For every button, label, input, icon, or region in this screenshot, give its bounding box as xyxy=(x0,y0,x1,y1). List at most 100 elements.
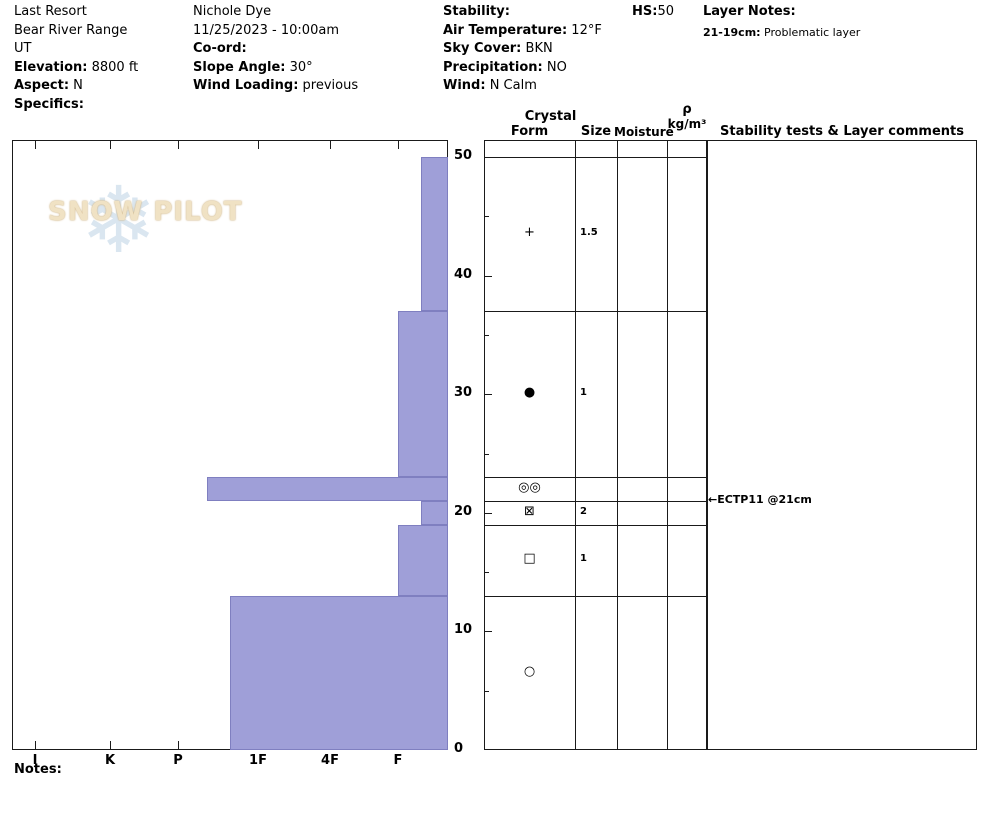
aspect-label: Aspect: xyxy=(14,78,70,93)
depth-tick xyxy=(485,394,492,395)
grain-form-symbol: ○ xyxy=(523,664,536,679)
aspect-value: N xyxy=(69,78,83,93)
grid-vline-size-moisture xyxy=(617,140,618,750)
crystal-grid-frame xyxy=(484,140,707,750)
snow-layer-bar xyxy=(421,157,448,311)
hardness-axis-label: P xyxy=(173,753,183,768)
layer-boundary-line xyxy=(484,525,707,526)
stability-label: Stability: xyxy=(443,4,510,19)
layer-note-depth: 21-19cm: xyxy=(703,25,761,39)
arrow-left-icon: ← xyxy=(708,493,718,506)
density-units-header: kg/m³ xyxy=(667,117,707,131)
grid-vline-moisture-density xyxy=(667,140,668,750)
hardness-tick-bottom xyxy=(178,741,179,749)
hardness-tick-top xyxy=(398,141,399,149)
hs-label: HS: xyxy=(632,4,658,19)
grain-form-symbol: + xyxy=(524,225,535,240)
wind-label: Wind: xyxy=(443,78,486,93)
snow-layer-bar xyxy=(421,501,448,525)
snow-layer-bar xyxy=(230,596,448,750)
hardness-tick-bottom xyxy=(110,741,111,749)
layer-note-text: Problematic layer xyxy=(760,25,861,39)
hardness-axis-label: I xyxy=(32,753,38,768)
depth-axis-label: 20 xyxy=(454,504,473,519)
size-column-header: Size xyxy=(580,124,612,139)
watermark-brand: SNOW PILOT xyxy=(48,197,243,227)
stability-test-annotation: ←ECTP11 @21cm xyxy=(708,493,812,506)
stability-test-label: ECTP11 @21cm xyxy=(717,493,812,506)
depth-tick xyxy=(485,631,492,632)
layer-notes-label: Layer Notes: xyxy=(703,4,796,19)
snowpilot-watermark: ❄ SNOW PILOT xyxy=(48,175,243,267)
snowflake-icon: ❄ xyxy=(80,167,158,274)
layer-boundary-line xyxy=(484,596,707,597)
hardness-tick-top xyxy=(330,141,331,149)
stability-column-header: Stability tests & Layer comments xyxy=(720,124,964,139)
depth-tick xyxy=(485,216,489,217)
notes-label: Notes: xyxy=(14,762,62,777)
depth-axis-label: 10 xyxy=(454,622,473,637)
crystal-column-header: Crystal xyxy=(524,109,577,124)
wind-value: N Calm xyxy=(485,78,537,93)
hs-block: HS:50 xyxy=(632,3,674,22)
snow-layer-bar xyxy=(207,477,448,501)
grid-vline-form-size xyxy=(575,140,576,750)
depth-tick xyxy=(485,691,489,692)
snow-layer-bar xyxy=(398,311,448,477)
depth-tick xyxy=(485,454,489,455)
grain-form-symbol: ◎◎ xyxy=(518,480,541,495)
grain-form-symbol: ⊠ xyxy=(524,504,535,519)
layer-boundary-line xyxy=(484,477,707,478)
hardness-axis-label: 4F xyxy=(321,753,339,768)
observer-info-block: Nichole Dye 11/25/2023 - 10:00am Co-ord:… xyxy=(193,3,358,96)
grain-form-symbol: ● xyxy=(523,385,536,400)
elevation-value: 8800 ft xyxy=(87,59,139,75)
elevation-label: Elevation: xyxy=(14,59,88,75)
hardness-tick-top xyxy=(178,141,179,149)
precip-value: NO xyxy=(542,59,567,75)
site-range: Bear River Range xyxy=(14,22,128,38)
grain-size-value: 1 xyxy=(580,553,587,564)
hardness-axis-label: 1F xyxy=(249,753,267,768)
layer-boundary-line xyxy=(484,157,707,158)
observer-name: Nichole Dye xyxy=(193,4,272,19)
slope-angle-label: Slope Angle: xyxy=(193,59,286,75)
depth-axis-label: 0 xyxy=(454,741,464,756)
density-symbol-header: ρ xyxy=(682,102,692,117)
depth-tick xyxy=(485,572,489,573)
site-state: UT xyxy=(14,41,32,56)
air-temp-label: Air Temperature: xyxy=(443,22,568,38)
grain-size-value: 1 xyxy=(580,387,587,398)
moisture-column-header: Moisture xyxy=(614,125,674,139)
hardness-tick-top xyxy=(258,141,259,149)
stability-frame xyxy=(707,140,977,750)
coord-label: Co-ord: xyxy=(193,41,247,56)
wind-loading-label: Wind Loading: xyxy=(193,78,299,93)
observation-datetime: 11/25/2023 - 10:00am xyxy=(193,22,339,38)
precip-label: Precipitation: xyxy=(443,59,543,75)
snow-layer-bar xyxy=(398,525,448,596)
site-name: Last Resort xyxy=(14,4,87,19)
depth-tick xyxy=(485,335,489,336)
layer-boundary-line xyxy=(484,311,707,312)
hardness-tick-bottom xyxy=(35,741,36,749)
layer-notes-block: Layer Notes: 21-19cm: Problematic layer xyxy=(703,3,860,40)
sky-cover-label: Sky Cover: xyxy=(443,41,522,56)
depth-axis-label: 40 xyxy=(454,267,473,282)
grain-size-value: 2 xyxy=(580,506,587,517)
depth-axis-label: 30 xyxy=(454,385,473,400)
depth-axis-label: 50 xyxy=(454,148,473,163)
hs-value: 50 xyxy=(657,4,674,19)
grain-form-symbol: □ xyxy=(523,551,536,566)
conditions-block: Stability: Air Temperature: 12°F Sky Cov… xyxy=(443,3,602,96)
depth-tick xyxy=(485,276,492,277)
form-column-header: Form xyxy=(510,124,549,139)
hardness-tick-top xyxy=(110,141,111,149)
depth-tick xyxy=(485,513,492,514)
hardness-axis-label: F xyxy=(393,753,403,768)
specifics-label: Specifics: xyxy=(14,96,84,112)
wind-loading-value: previous xyxy=(298,78,359,93)
site-info-block: Last Resort Bear River Range UT Elevatio… xyxy=(14,3,138,114)
air-temp-value: 12°F xyxy=(567,22,602,38)
